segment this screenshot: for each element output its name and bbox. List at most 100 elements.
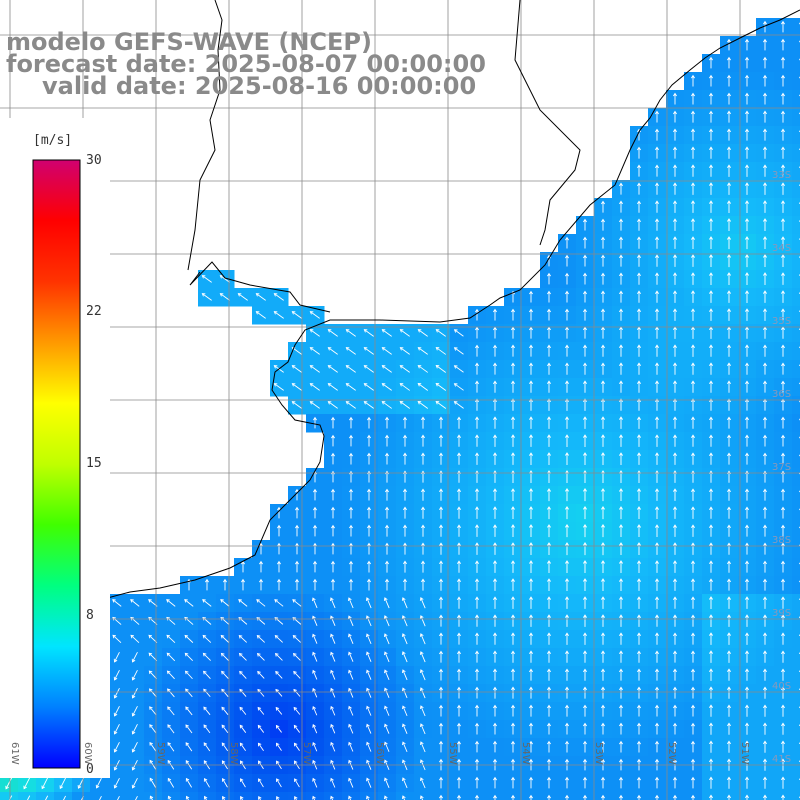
wind-cell [792, 720, 800, 739]
wind-arrow [529, 506, 533, 520]
wind-arrow [601, 668, 605, 681]
wind-arrow [583, 740, 587, 753]
wind-arrow [709, 668, 713, 681]
wind-arrow [745, 236, 749, 250]
wind-arrow [439, 596, 443, 609]
wind-arrow [583, 380, 587, 393]
wind-arrow [763, 632, 767, 645]
wind-arrow [763, 740, 767, 753]
wind-arrow [781, 542, 785, 555]
wind-arrow [709, 650, 713, 663]
wind-arrow [637, 416, 641, 429]
wind-arrow [383, 795, 388, 800]
wind-arrow [131, 741, 138, 753]
wind-arrow [184, 599, 194, 607]
wind-arrow [385, 542, 389, 555]
wind-arrow [655, 614, 659, 627]
wind-arrow [781, 452, 785, 465]
wind-arrow [220, 652, 229, 661]
wind-arrow [691, 506, 695, 519]
wind-arrow [745, 128, 749, 141]
wind-cell [306, 792, 325, 800]
wind-arrow [673, 704, 677, 717]
wind-arrow [276, 778, 282, 788]
wind-arrow [457, 668, 461, 681]
wind-arrow [399, 383, 410, 391]
wind-arrow [763, 560, 767, 573]
wind-arrow [493, 452, 497, 465]
wind-arrow [419, 615, 426, 627]
wind-arrow [547, 398, 551, 411]
wind-arrow [529, 344, 533, 357]
wind-arrow [258, 795, 262, 800]
wind-arrow [781, 254, 785, 267]
wind-cell [792, 450, 800, 469]
wind-arrow [709, 722, 713, 735]
wind-arrow [547, 614, 551, 627]
wind-arrow [655, 236, 659, 249]
wind-arrow [383, 651, 390, 663]
wind-arrow [655, 290, 659, 303]
wind-arrow [619, 506, 623, 520]
wind-arrow [185, 688, 193, 698]
wind-cell [36, 792, 55, 800]
wind-cell [792, 378, 800, 397]
wind-arrow [439, 632, 443, 645]
wind-arrow [655, 560, 659, 573]
wind-arrow [385, 434, 389, 447]
wind-arrow [367, 542, 371, 555]
wind-arrow [673, 128, 677, 141]
wind-arrow [745, 506, 749, 519]
wind-arrow [763, 596, 767, 609]
wind-arrow [619, 344, 623, 357]
wind-arrow [493, 614, 497, 627]
wind-arrow [148, 688, 157, 698]
wind-arrow [637, 164, 641, 177]
wind-arrow [529, 326, 533, 339]
lon-label: 61W [9, 742, 20, 765]
wind-arrow [493, 506, 497, 519]
wind-arrow [274, 635, 283, 643]
wind-arrow [601, 560, 605, 574]
wind-arrow [601, 236, 605, 249]
wind-arrow [475, 686, 479, 699]
wind-arrow [293, 670, 301, 679]
wind-arrow [259, 542, 263, 555]
wind-arrow [727, 362, 731, 375]
wind-arrow [185, 795, 190, 800]
wind-arrow [401, 669, 408, 681]
wind-arrow [312, 615, 318, 626]
wind-arrow [113, 723, 120, 735]
wind-arrow [583, 218, 587, 231]
wind-arrow [727, 290, 731, 303]
wind-arrow [745, 776, 749, 789]
wind-arrow [547, 416, 551, 429]
wind-arrow [763, 74, 767, 87]
wind-cell [792, 252, 800, 271]
wind-cell [792, 666, 800, 685]
wind-arrow [745, 290, 749, 303]
wind-arrow [529, 416, 533, 429]
wind-arrow [421, 434, 425, 447]
wind-arrow [709, 200, 713, 213]
wind-cell [792, 522, 800, 541]
wind-arrow [547, 524, 551, 538]
wind-arrow [131, 705, 138, 717]
wind-arrow [673, 740, 677, 753]
wind-arrow [709, 614, 713, 627]
wind-arrow [439, 668, 443, 681]
wind-arrow [399, 365, 410, 373]
wind-arrow [453, 347, 464, 355]
wind-arrow [601, 542, 605, 556]
wind-arrow [745, 362, 749, 375]
wind-arrow [457, 488, 461, 501]
wind-cell [54, 792, 73, 800]
wind-arrow [781, 308, 785, 321]
lat-label: 41S [772, 754, 792, 765]
wind-arrow [219, 293, 230, 301]
wind-arrow [327, 401, 338, 409]
wind-arrow [131, 669, 138, 681]
wind-arrow [239, 670, 247, 679]
wind-arrow [312, 795, 316, 800]
wind-arrow [601, 200, 605, 213]
